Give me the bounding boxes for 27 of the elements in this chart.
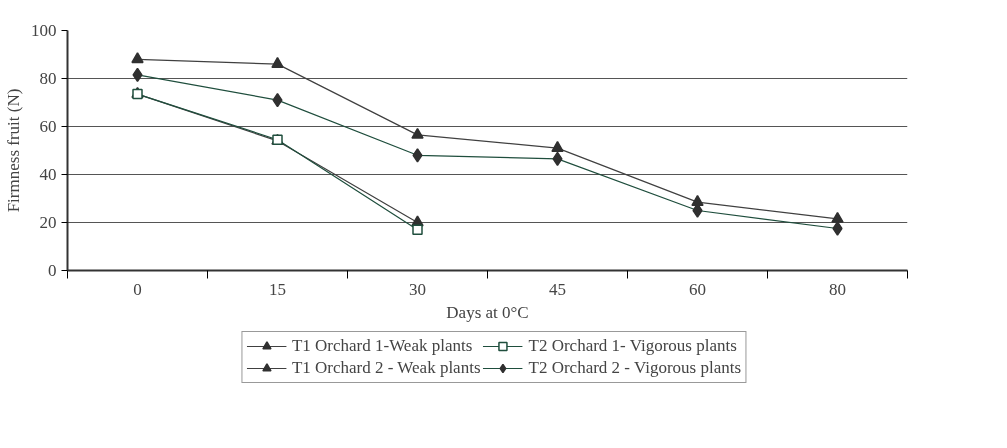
point (412, 224, 423, 235)
point (691, 195, 704, 207)
y-tick-label: 80 (39, 69, 57, 88)
point (831, 211, 844, 223)
x-tick-label: 60 (689, 279, 706, 299)
y-tick-label: 100 (31, 21, 57, 40)
point (271, 57, 284, 69)
y-tick-label: 60 (39, 117, 57, 136)
legend-label: T2 Orchard 2 - Vigorous plants (528, 358, 742, 378)
point (131, 52, 144, 64)
y-tick-label: 20 (39, 213, 57, 232)
point (551, 141, 564, 153)
point (832, 221, 843, 236)
x-axis-title: Days at 0°C (446, 302, 529, 322)
y-axis-title: Firmness fruit (N) (4, 88, 23, 213)
x-tick-label: 15 (269, 279, 286, 299)
x-tick-label: 30 (409, 279, 426, 299)
point (411, 127, 424, 139)
x-tick-label: 80 (829, 279, 846, 299)
legend-label: T1 Orchard 2 - Weak plants (291, 358, 481, 378)
x-tick-label: 0 (133, 279, 142, 299)
legend-label: T1 Orchard 1-Weak plants (291, 336, 473, 356)
point (412, 148, 423, 163)
legend-label: T2 Orchard 1- Vigorous plants (528, 336, 737, 356)
y-tick-label: 0 (48, 261, 57, 280)
y-tick-label: 40 (39, 165, 57, 184)
x-tick-label: 45 (549, 279, 566, 299)
